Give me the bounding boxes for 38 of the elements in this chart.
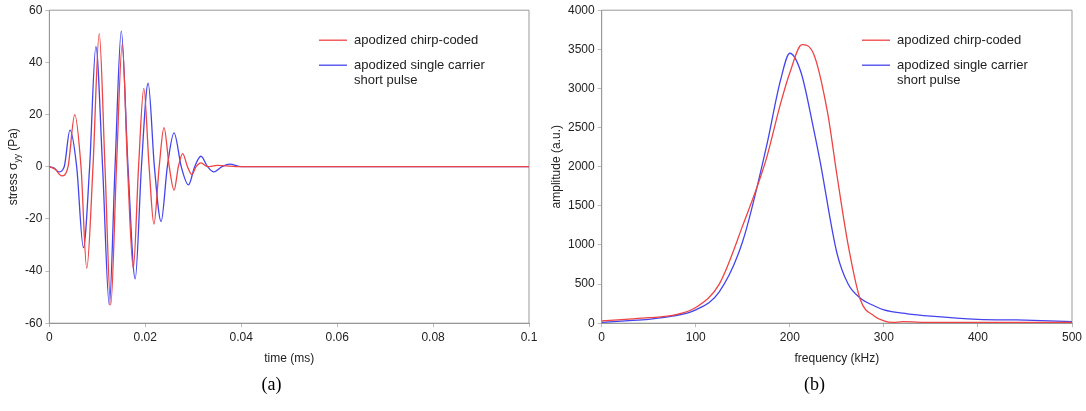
y-tick-label: 40 [28, 54, 43, 69]
x-tick-label: 500 [1061, 329, 1083, 344]
y-tick-label: 3000 [567, 80, 596, 95]
y-tick-label: 1000 [567, 237, 596, 252]
x-tick-label: 200 [779, 329, 801, 344]
y-axis-title: stress σyy (Pa) [6, 128, 22, 206]
y-tick-label: 3500 [567, 41, 596, 56]
legend-label: apodized single carrier short pulse [354, 56, 486, 87]
x-tick-label: 0 [46, 329, 53, 344]
y-tick-label: 20 [28, 106, 43, 121]
y-tick-label: 60 [28, 2, 43, 17]
y-tick-label: 1500 [567, 198, 596, 213]
y-tick-label: 2000 [567, 159, 596, 174]
x-tick-label: 300 [873, 329, 895, 344]
x-tick-label: 400 [967, 329, 989, 344]
x-tick-label: 100 [685, 329, 707, 344]
x-tick-label: 0.06 [325, 329, 350, 344]
y-tick-label: 2500 [567, 119, 596, 134]
y-tick-label: 0 [588, 315, 596, 330]
y-tick-label: 4000 [567, 2, 596, 17]
x-axis-title: time (ms) [264, 351, 315, 366]
y-axis-title: amplitude (a.u.) [549, 125, 564, 209]
x-tick-label: 0.1 [520, 329, 538, 344]
legend-label: apodized chirp-coded [897, 31, 1022, 47]
x-tick-label: 0.08 [421, 329, 446, 344]
legend-label: apodized chirp-coded [354, 31, 479, 47]
x-axis-title: frequency (kHz) [794, 351, 880, 366]
x-tick-label: 0.02 [133, 329, 158, 344]
y-tick-label: 0 [35, 159, 43, 174]
text: (b) [803, 374, 826, 395]
y-tick-label: -40 [25, 263, 43, 278]
text: (a) [260, 374, 283, 395]
y-tick-label: -20 [25, 211, 43, 226]
y-tick-label: 500 [574, 276, 596, 291]
x-tick-label: 0.04 [229, 329, 254, 344]
legend-label: apodized single carrier short pulse [897, 56, 1029, 87]
y-tick-label: -60 [25, 315, 43, 330]
x-tick-label: 0 [598, 329, 606, 344]
